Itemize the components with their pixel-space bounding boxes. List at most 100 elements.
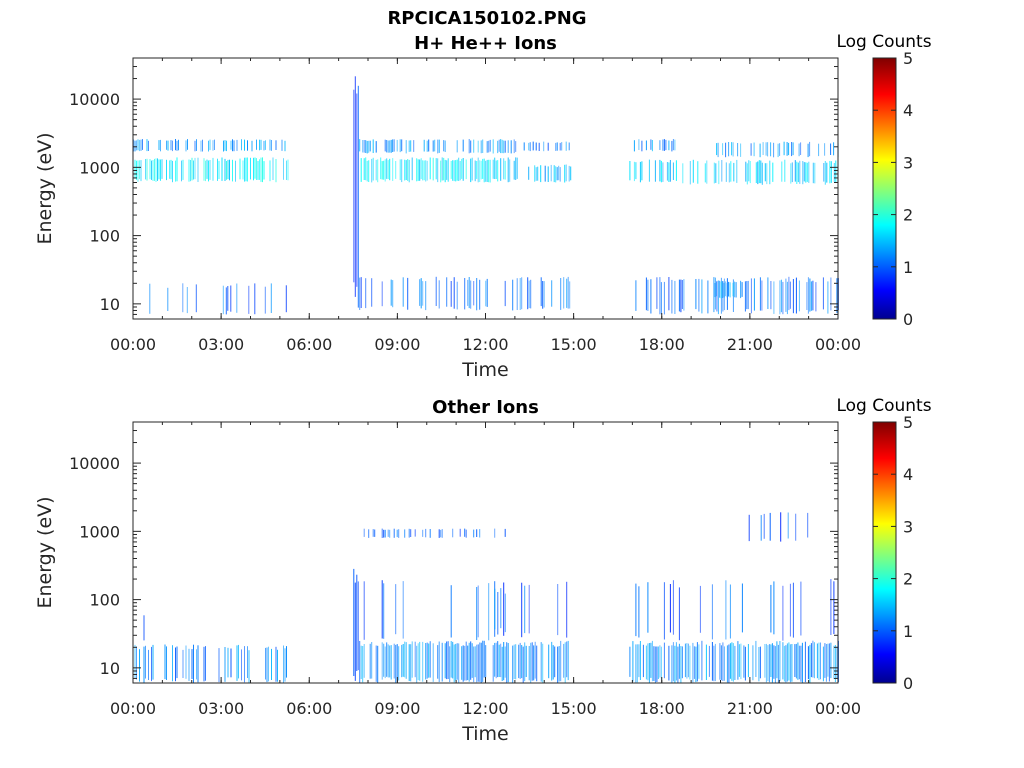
data-streak xyxy=(185,645,187,679)
data-streak xyxy=(360,277,362,308)
data-streak xyxy=(167,140,169,151)
data-streak xyxy=(714,283,716,298)
data-streak xyxy=(827,643,829,677)
data-streak xyxy=(479,160,481,182)
data-streak xyxy=(354,582,356,681)
data-streak xyxy=(792,582,794,638)
data-streak xyxy=(543,141,545,152)
data-streak xyxy=(157,158,158,181)
data-streak xyxy=(747,280,749,310)
data-streak xyxy=(747,644,749,678)
data-streak xyxy=(402,644,404,677)
data-streak xyxy=(769,160,771,185)
data-streak xyxy=(507,157,509,183)
data-streak xyxy=(429,641,431,678)
data-streak xyxy=(753,142,755,157)
data-streak xyxy=(750,143,752,156)
data-streak xyxy=(787,512,789,539)
data-streak xyxy=(563,643,565,678)
data-streak xyxy=(540,642,542,682)
data-streak xyxy=(389,140,391,153)
data-streak xyxy=(521,582,523,638)
data-streak xyxy=(432,140,434,152)
data-streak xyxy=(474,160,476,182)
data-streak xyxy=(663,582,665,640)
data-streak xyxy=(657,646,659,679)
data-streak xyxy=(714,643,716,682)
data-streak xyxy=(149,159,151,180)
data-streak xyxy=(271,648,272,680)
data-streak xyxy=(806,162,808,182)
data-streak xyxy=(671,645,673,683)
data-streak xyxy=(368,140,370,153)
data-streak xyxy=(152,644,154,680)
data-streak xyxy=(435,276,437,306)
data-streak xyxy=(686,643,688,679)
data-streak xyxy=(504,528,506,537)
data-streak xyxy=(498,644,500,677)
data-streak xyxy=(420,278,422,309)
data-streak xyxy=(668,645,670,681)
data-streak xyxy=(247,646,248,678)
data-streak xyxy=(396,529,398,538)
data-streak xyxy=(720,281,722,299)
data-streak xyxy=(738,644,740,677)
data-streak xyxy=(265,140,266,150)
data-streak xyxy=(824,143,826,156)
x-tick-label: 00:00 xyxy=(110,699,156,718)
data-streak xyxy=(229,159,230,181)
data-streak xyxy=(196,649,197,680)
data-streak xyxy=(551,641,553,681)
data-streak xyxy=(759,143,761,158)
data-streak xyxy=(414,641,416,678)
data-streak xyxy=(743,645,745,678)
data-streak xyxy=(726,283,728,298)
data-streak xyxy=(713,645,715,682)
data-streak xyxy=(779,143,781,156)
data-streak xyxy=(635,162,637,180)
data-streak xyxy=(812,280,814,311)
data-streak xyxy=(833,645,835,680)
data-streak xyxy=(807,143,809,158)
data-streak xyxy=(393,139,395,152)
data-streak xyxy=(540,165,542,183)
data-streak xyxy=(635,280,637,311)
data-streak xyxy=(824,161,826,185)
data-streak xyxy=(203,158,205,181)
data-streak xyxy=(698,644,700,679)
data-streak xyxy=(456,281,458,310)
data-streak xyxy=(417,159,419,181)
data-streak xyxy=(492,139,494,154)
data-streak xyxy=(744,646,746,681)
data-streak xyxy=(413,140,415,152)
data-streak xyxy=(480,140,482,154)
data-streak xyxy=(419,159,421,181)
data-streak xyxy=(395,161,397,179)
data-streak xyxy=(771,643,773,683)
data-streak xyxy=(781,161,783,182)
data-streak xyxy=(721,160,723,182)
data-streak xyxy=(734,645,736,680)
data-streak xyxy=(408,140,410,152)
data-streak xyxy=(476,529,478,537)
data-streak xyxy=(462,158,464,181)
data-streak xyxy=(662,139,664,151)
data-streak xyxy=(804,641,806,683)
data-streak xyxy=(359,139,361,152)
data-streak xyxy=(668,162,670,182)
data-streak xyxy=(205,646,206,681)
data-streak xyxy=(527,277,529,310)
data-streak xyxy=(827,281,829,314)
data-streak xyxy=(663,139,665,151)
data-streak xyxy=(638,139,640,150)
y-tick-label: 10000 xyxy=(69,454,120,473)
data-streak xyxy=(501,139,503,154)
data-streak xyxy=(757,161,759,185)
data-streak xyxy=(659,159,661,182)
data-streak xyxy=(151,160,152,180)
data-streak xyxy=(212,157,214,181)
data-streak xyxy=(422,281,424,306)
data-streak xyxy=(402,277,404,307)
data-streak xyxy=(780,512,782,542)
